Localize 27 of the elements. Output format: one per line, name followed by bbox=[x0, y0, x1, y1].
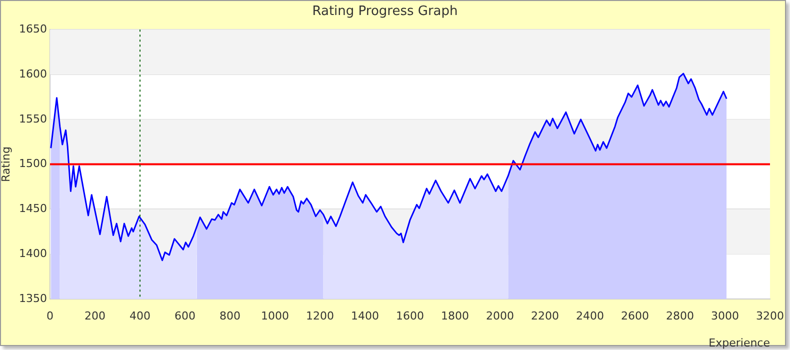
x-tick-label: 1600 bbox=[396, 309, 424, 322]
x-tick-label: 1400 bbox=[351, 309, 379, 322]
y-tick-label: 1450 bbox=[19, 202, 47, 216]
y-tick-label: 1350 bbox=[19, 292, 47, 305]
x-tick-label: 400 bbox=[130, 309, 150, 322]
x-tick-label: 0 bbox=[46, 309, 54, 322]
y-axis-title: Rating bbox=[0, 146, 12, 182]
x-tick-label: 800 bbox=[220, 309, 240, 322]
x-tick-label: 3200 bbox=[756, 309, 784, 322]
x-tick-label: 3000 bbox=[711, 309, 739, 322]
x-tick-label: 2000 bbox=[486, 309, 514, 322]
x-tick-label: 2400 bbox=[576, 309, 604, 322]
x-tick-label: 2800 bbox=[666, 309, 694, 322]
x-tick-label: 600 bbox=[174, 309, 196, 322]
y-tick-label: 1600 bbox=[19, 67, 47, 80]
x-axis-title: Experience bbox=[708, 336, 770, 350]
x-tick-label: 1200 bbox=[306, 309, 334, 322]
x-tick-label: 1800 bbox=[441, 309, 469, 322]
x-tick-label: 1000 bbox=[261, 309, 289, 322]
y-tick-label: 1400 bbox=[19, 246, 47, 260]
y-tick-label: 1650 bbox=[19, 22, 47, 36]
x-tick-label: 2600 bbox=[621, 309, 649, 322]
y-tick-label: 1500 bbox=[19, 157, 47, 170]
x-tick-label: 200 bbox=[84, 309, 106, 322]
x-tick-label: 2200 bbox=[531, 309, 559, 322]
y-tick-label: 1550 bbox=[19, 112, 47, 126]
chart-title: Rating Progress Graph bbox=[312, 4, 458, 20]
